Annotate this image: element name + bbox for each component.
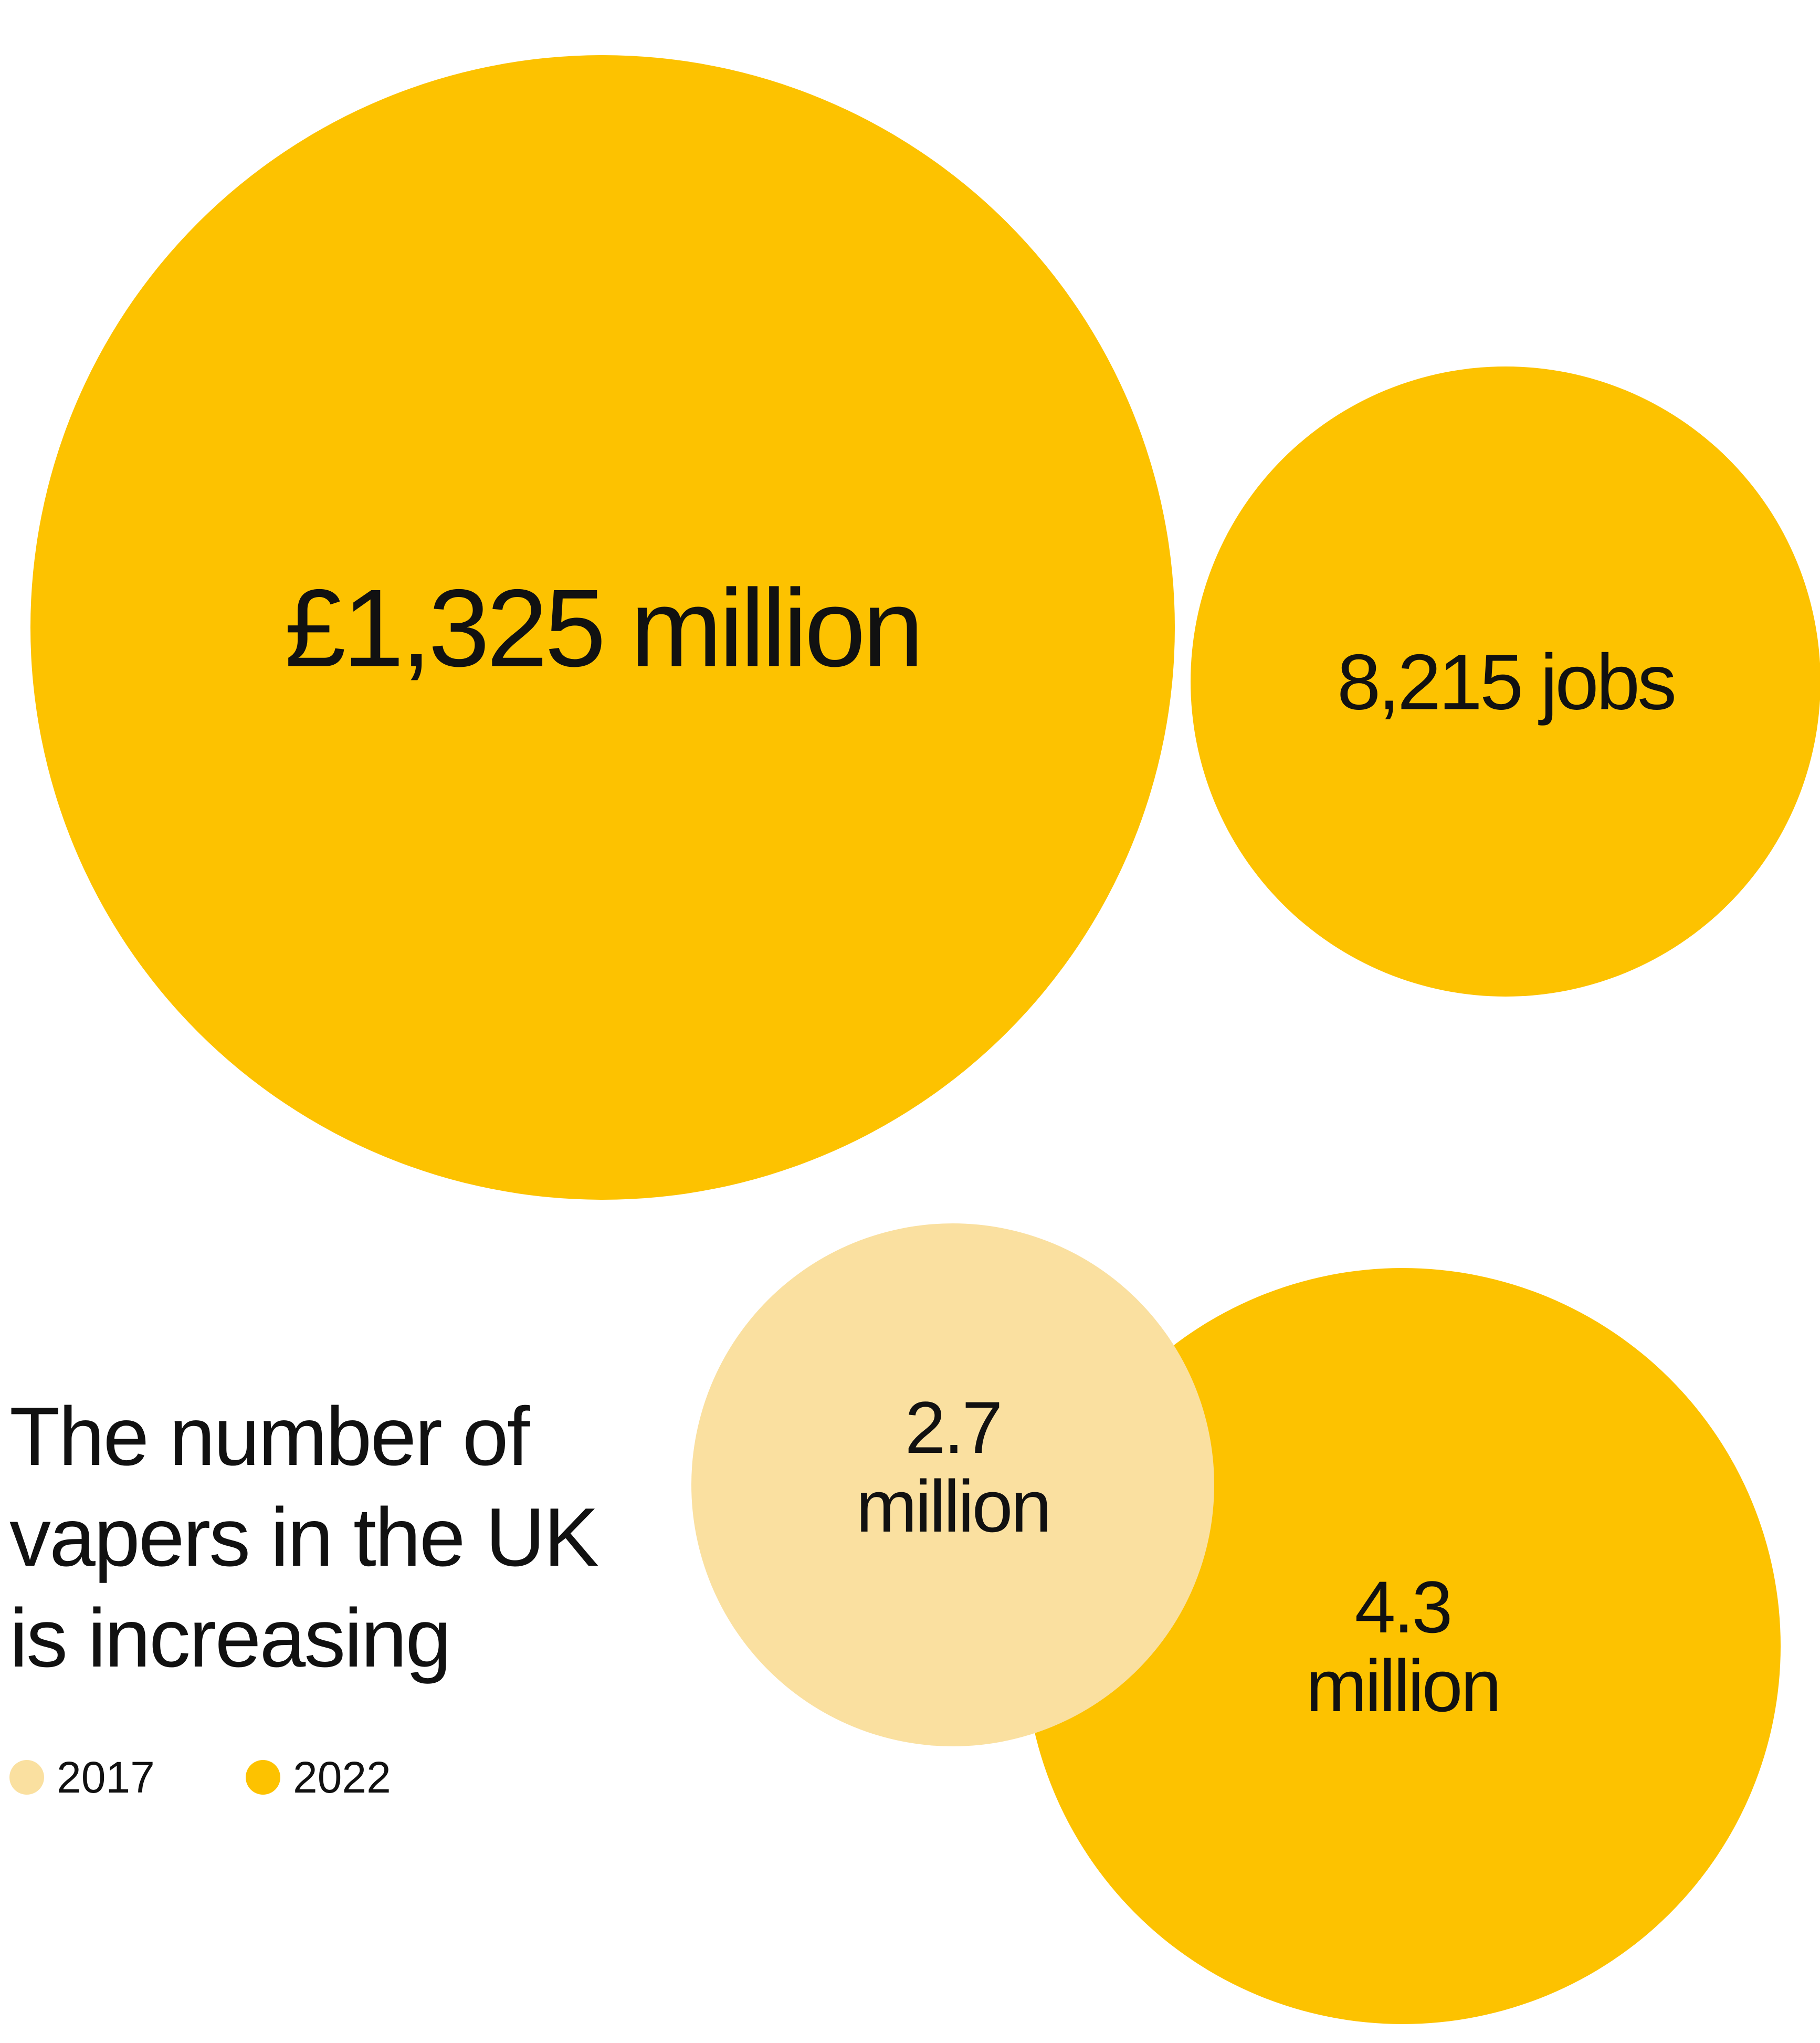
bubble-circle-jobs: [1191, 366, 1820, 997]
heading-line-1: The number of: [9, 1390, 530, 1483]
bubble-label-revenue-line-1: £1,325 million: [285, 567, 921, 690]
heading-line-3: is increasing: [9, 1592, 451, 1684]
bubble-label-vapers-2017-line-1: 2.7: [905, 1386, 1001, 1469]
legend-label-2022: 2022: [293, 1752, 391, 1802]
legend-item-2017: 2017: [9, 1748, 155, 1806]
bubble-circle-vapers-2017: [691, 1223, 1214, 1746]
bubble-revenue: £1,325 million: [30, 55, 1175, 1200]
legend-item-2022: 2022: [246, 1748, 391, 1806]
legend: 2017 2022: [9, 1748, 534, 1806]
bubble-label-vapers-2017-line-2: million: [856, 1465, 1050, 1547]
heading-line-2: vapers in the UK: [9, 1491, 599, 1584]
legend-label-2017: 2017: [57, 1752, 155, 1802]
bubble-jobs: 8,215 jobs: [1191, 366, 1820, 997]
legend-swatch-2022: [246, 1760, 280, 1795]
bubble-label-vapers-2022-line-2: million: [1306, 1644, 1500, 1727]
bubble-label-jobs-line-1: 8,215 jobs: [1337, 638, 1674, 726]
bubble-circle-revenue: [30, 55, 1175, 1200]
bubble-circle-vapers-2022: [1025, 1268, 1781, 2024]
bubble-label-vapers-2022-line-1: 4.3: [1355, 1566, 1451, 1648]
legend-swatch-2017: [9, 1760, 44, 1795]
chart-heading: The number of vapers in the UK is increa…: [9, 1386, 692, 1689]
